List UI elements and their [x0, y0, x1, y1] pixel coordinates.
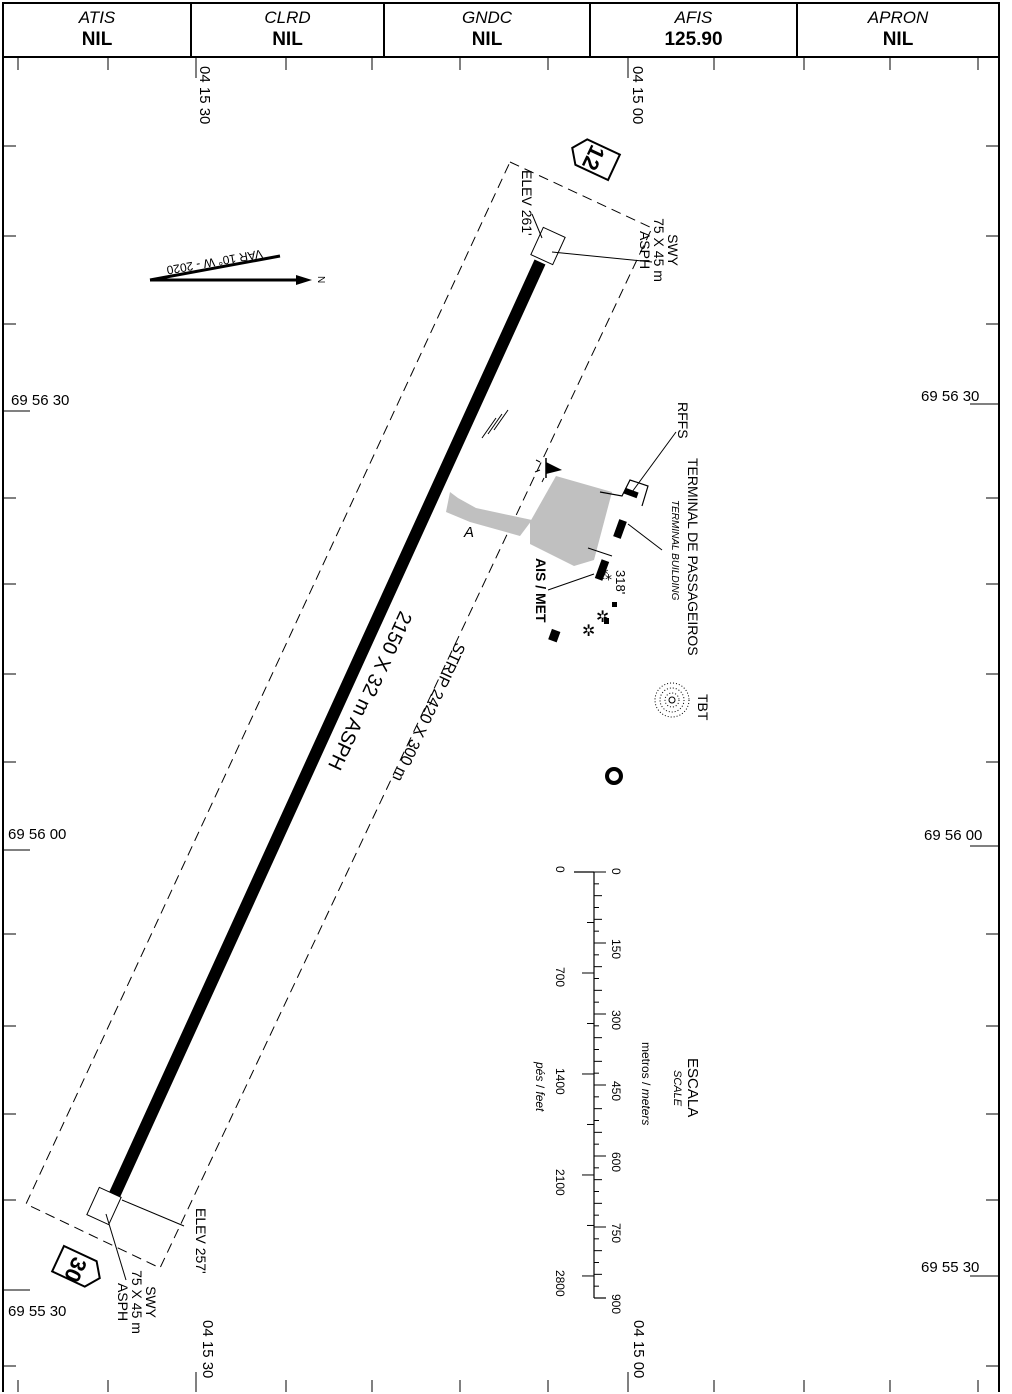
apron — [530, 476, 612, 566]
stopway-south-label: SWY 75 X 45 m ASPH — [115, 1270, 159, 1334]
freq-label-afis: AFIS — [674, 8, 713, 27]
lon-label-east-bottom: 04 15 00 — [630, 1320, 647, 1378]
scale-label-feet: 2100 — [553, 1169, 567, 1196]
runway-strip-outline — [25, 161, 653, 1269]
lon-label-west-top: 04 15 30 — [196, 66, 213, 124]
freq-label-clrd: CLRD — [264, 8, 311, 27]
freq-label-gndc: GNDC — [461, 8, 513, 27]
freq-value-gndc: NIL — [471, 29, 503, 50]
grid-lines — [4, 60, 998, 1392]
freq-value-afis: 125.90 — [664, 29, 723, 50]
lat-label-left-top: 69 56 30 — [11, 392, 69, 409]
scale-feet-label-en: feet — [533, 1091, 547, 1112]
freq-value-apron: NIL — [882, 29, 914, 50]
frequency-header: ATIS NIL CLRD NIL GNDC NIL AFIS 125.90 A… — [2, 2, 1000, 58]
apron-lead-line — [587, 547, 613, 557]
scale-label-meter: 600 — [609, 1152, 623, 1172]
freq-cell-afis: AFIS 125.90 — [591, 4, 798, 56]
swy-south-line-2: 75 X 45 m — [129, 1270, 145, 1334]
freq-cell-apron: APRON NIL — [798, 4, 998, 56]
terminal-label-en: TERMINAL BUILDING — [669, 500, 680, 601]
border-ticks — [4, 58, 998, 1392]
scale-ticks-feet: 0 700 1400 2100 2800 — [553, 866, 594, 1297]
runway-strip-dimensions: STRIP 2420 X 300 m — [388, 640, 467, 784]
scale-label-meter: 900 — [609, 1294, 623, 1314]
ais-met-label: AIS / MET — [533, 558, 549, 623]
lat-label-right-bottom: 69 55 30 — [921, 1259, 979, 1276]
scale-meters-label-pt: metros — [639, 1042, 653, 1079]
swy-north-line-3: ASPH — [637, 231, 653, 269]
elevation-south: ELEV 257' — [193, 1208, 209, 1274]
scale-meters-label: metros / meters — [639, 1042, 653, 1125]
beacon-icon-1: ✲ — [596, 609, 609, 626]
rffs-label: RFFS — [675, 402, 691, 439]
lat-label-left-bottom: 69 55 30 — [8, 1303, 66, 1320]
magnetic-variation-label: VAR 10° W - 2020 — [165, 247, 264, 278]
swy-south-line-3: ASPH — [115, 1283, 131, 1321]
swy-north-line-1: SWY — [665, 234, 681, 267]
scale-title-en: SCALE — [671, 1070, 683, 1107]
runway-designator-12-tag — [571, 138, 622, 182]
scale-label-meter: 750 — [609, 1223, 623, 1243]
stopway-north — [530, 226, 566, 266]
taxiway-a — [446, 492, 532, 536]
magnetic-variation-symbol — [149, 254, 312, 285]
windsock-icon — [534, 458, 562, 483]
lat-label-right-mid: 69 56 00 — [924, 827, 982, 844]
scale-label-meter: 450 — [609, 1081, 623, 1101]
scale-label-feet: 1400 — [553, 1068, 567, 1095]
buildings — [548, 487, 639, 643]
freq-cell-clrd: CLRD NIL — [192, 4, 385, 56]
freq-cell-atis: ATIS NIL — [4, 4, 192, 56]
freq-cell-gndc: GNDC NIL — [385, 4, 591, 56]
scale-label-meter: 300 — [609, 1010, 623, 1030]
beacon-icon-2: ✲ — [582, 623, 595, 640]
lon-label-west-bottom: 04 15 30 — [199, 1320, 216, 1378]
leader-lines — [105, 213, 677, 1281]
vor-icon — [605, 767, 623, 785]
freq-label-apron: APRON — [867, 8, 929, 27]
tbt-icon — [654, 682, 690, 718]
hatch-marks — [481, 409, 509, 439]
freq-value-atis: NIL — [81, 29, 113, 50]
runway — [108, 259, 546, 1199]
stopway-south — [86, 1186, 122, 1226]
scale-label-feet: 0 — [553, 866, 567, 873]
runway-designator-30-tag — [50, 1244, 101, 1288]
scale-label-meter: 150 — [609, 939, 623, 959]
scale-meters-label-en: meters — [639, 1089, 653, 1126]
stopway-north-label: SWY 75 X 45 m ASPH — [637, 218, 681, 282]
elevation-north: ELEV 261' — [519, 170, 535, 236]
lat-label-right-top: 69 56 30 — [921, 388, 979, 405]
scale-feet-label-pt: pés — [533, 1061, 547, 1081]
tbt-label: TBT — [695, 694, 711, 721]
taxiway-label-a: A — [463, 524, 474, 541]
scale-label-feet: 2800 — [553, 1270, 567, 1297]
terminal-label: TERMINAL DE PASSAGEIROS — [685, 458, 701, 656]
obstacle-light-icon: ⁂ — [598, 567, 612, 583]
north-arrow-label: N — [315, 276, 326, 283]
freq-label-atis: ATIS — [78, 8, 116, 27]
lat-label-left-mid: 69 56 00 — [8, 826, 66, 843]
freq-value-clrd: NIL — [272, 29, 303, 50]
swy-north-line-2: 75 X 45 m — [651, 218, 667, 282]
map-frame — [2, 57, 1000, 1392]
scale-title: ESCALA — [684, 1058, 701, 1117]
lon-label-east-top: 04 15 00 — [629, 66, 646, 124]
scale-feet-label: pés / feet — [533, 1061, 547, 1112]
elevation-318-label: 318' — [613, 570, 628, 594]
scale-ticks-meters: 0 150 300 450 600 750 900 — [594, 868, 623, 1314]
scale-label-feet: 700 — [553, 967, 567, 987]
swy-south-line-1: SWY — [143, 1286, 159, 1319]
scale-label-meter: 0 — [609, 868, 623, 875]
apron-edge — [599, 479, 649, 507]
